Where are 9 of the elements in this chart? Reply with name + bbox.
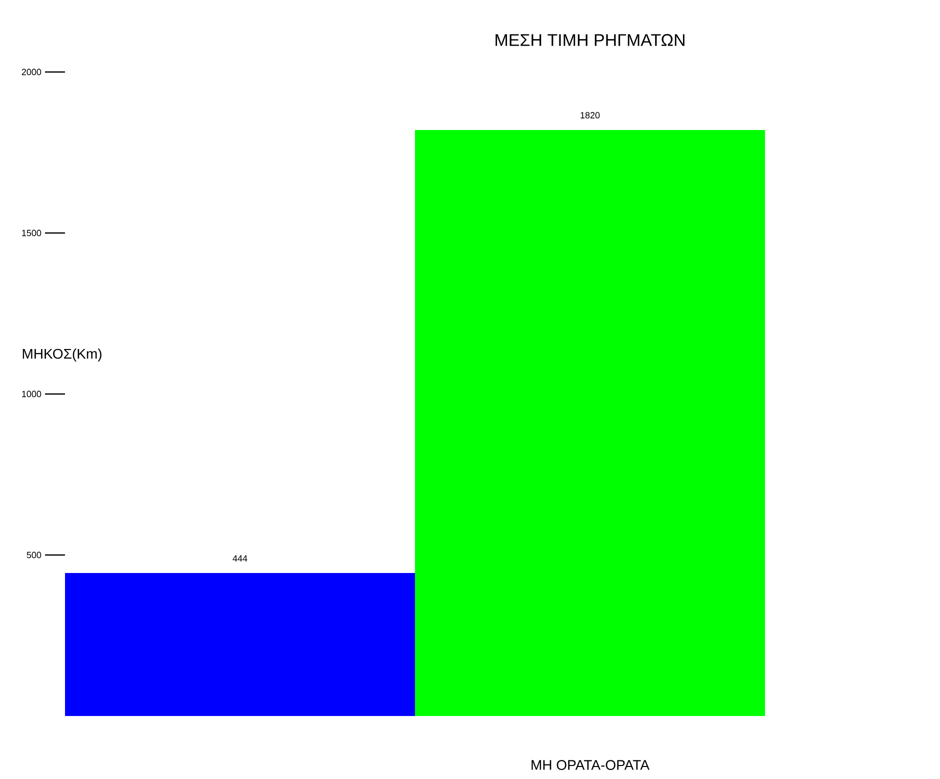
y-tick-label: 1000 — [22, 390, 42, 398]
chart-title: ΜΕΣΗ ΤΙΜΗ ΡΗΓΜΑΤΩΝ — [496, 34, 684, 46]
y-tick-label: 1500 — [22, 230, 42, 236]
data-label: 444 — [232, 555, 248, 562]
data-label: 1820 — [580, 112, 600, 118]
y-tick-label: 2000 — [22, 68, 42, 76]
x-axis-title: ΜΗ ΟΡΑΤΑ-ΟΡΑΤΑ — [532, 760, 650, 770]
y-tick-label: 500 — [26, 552, 42, 558]
y-axis-title: ΜΗΚΟΣ(Km) — [22, 348, 102, 362]
